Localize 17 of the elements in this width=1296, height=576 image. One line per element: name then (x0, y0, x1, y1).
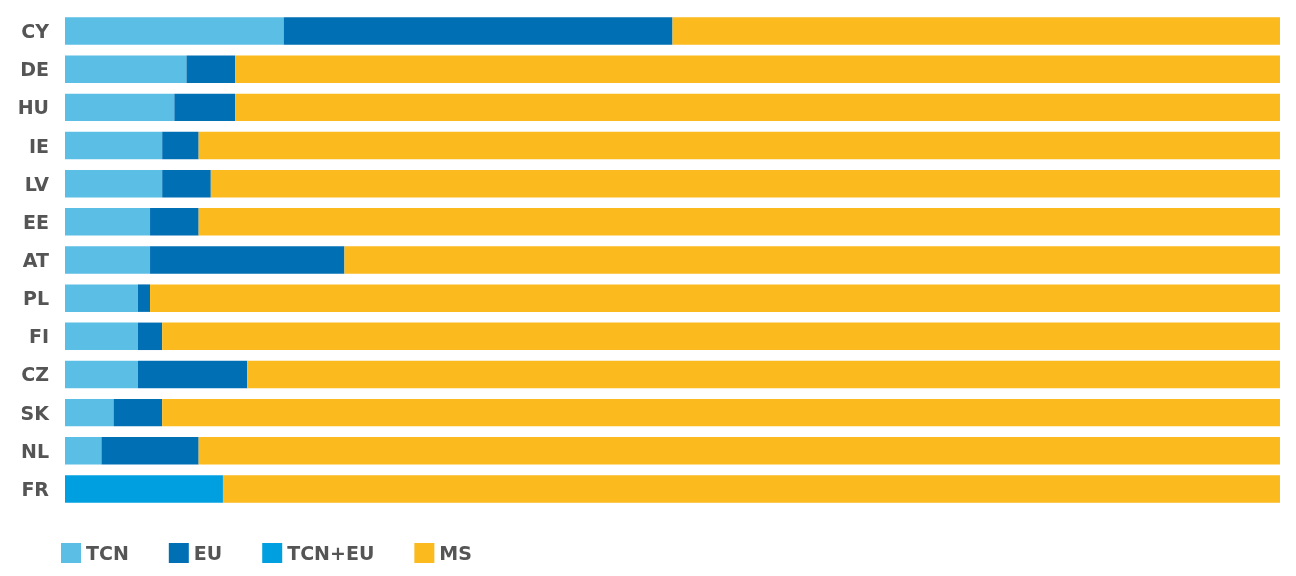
legend-label: MS (439, 542, 472, 564)
y-tick-label: PL (22, 287, 49, 310)
y-tick-label: EE (23, 210, 49, 233)
y-tick-label: CZ (21, 363, 49, 386)
y-tick-label: DE (20, 58, 49, 81)
legend-label: TCN+EU (287, 542, 375, 564)
y-tick-label: SK (20, 401, 51, 424)
legend-label: EU (193, 542, 223, 564)
y-tick-label: LV (24, 172, 50, 195)
legend-label: TCN (86, 542, 129, 564)
y-tick-label: HU (17, 96, 49, 119)
y-tick-label: CY (21, 20, 50, 43)
y-tick-label: FR (21, 477, 50, 500)
y-tick-label: FI (28, 325, 49, 348)
y-tick-label: IE (28, 134, 49, 157)
y-tick-label: AT (22, 249, 50, 271)
y-tick-label: NL (20, 439, 49, 462)
